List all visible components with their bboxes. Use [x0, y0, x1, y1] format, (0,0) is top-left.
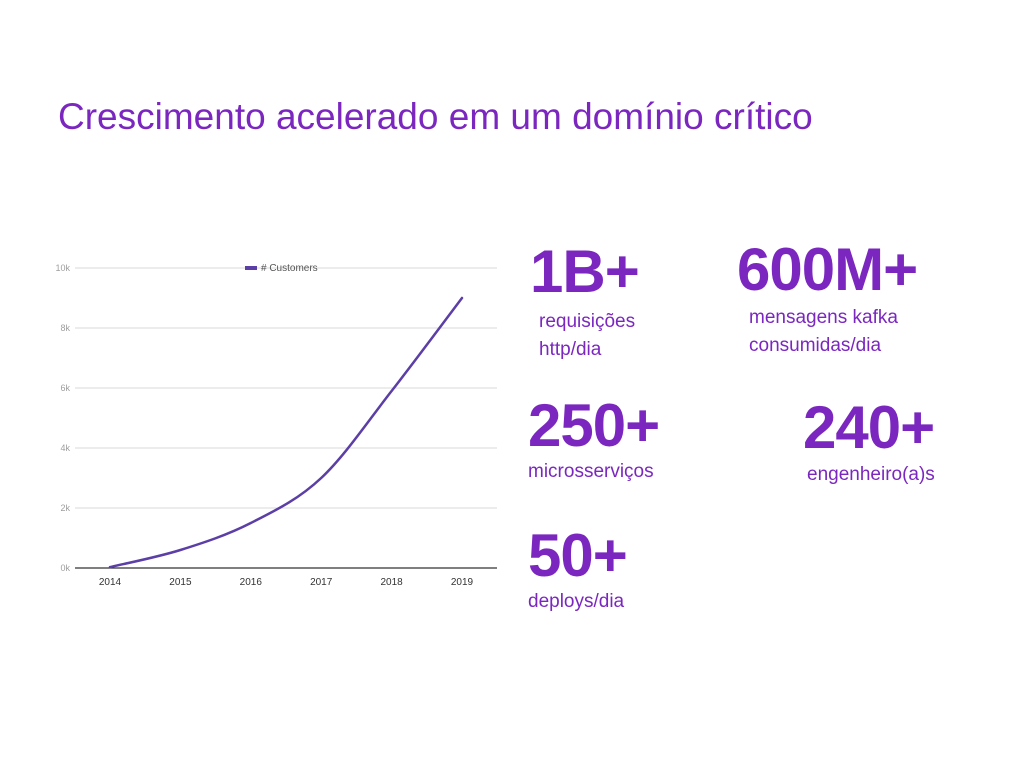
stat-deploys-value: 50+: [528, 522, 628, 589]
y-tick-label: 8k: [60, 323, 70, 333]
stat-engineers: 240+ engenheiro(a)s: [803, 398, 935, 489]
stat-kafka-messages-value: 600M+: [737, 236, 918, 303]
stat-deploys: 50+ deploys/dia: [528, 522, 628, 616]
y-tick-label: 2k: [60, 503, 70, 513]
stat-requests-value: 1B+: [530, 238, 640, 305]
y-tick-label: 4k: [60, 443, 70, 453]
stat-kafka-messages: 600M+ mensagens kafka consumidas/dia: [737, 236, 918, 360]
stat-microservices-value: 250+: [528, 392, 660, 459]
y-tick-label: 0k: [60, 563, 70, 573]
legend-swatch: [245, 266, 257, 270]
x-tick-label: 2017: [310, 577, 333, 588]
x-tick-label: 2018: [380, 577, 403, 588]
legend-label: # Customers: [261, 263, 318, 274]
stat-kafka-messages-description: mensagens kafka consumidas/dia: [749, 307, 898, 356]
y-tick-label: 6k: [60, 383, 70, 393]
x-tick-label: 2015: [169, 577, 192, 588]
stat-microservices: 250+ microsserviços: [528, 392, 660, 486]
chart-svg: 0k 2k 4k 6k 8k 10k 2014 2015 2016 2017 2018 2019 # C…: [55, 263, 497, 588]
stat-deploys-description: deploys/dia: [528, 591, 625, 612]
customers-line-chart: 0k 2k 4k 6k 8k 10k 2014 2015 2016 2017 2018 2019 # C…: [40, 250, 510, 600]
x-tick-label: 2016: [240, 577, 263, 588]
stat-engineers-description: engenheiro(a)s: [807, 464, 935, 485]
stat-requests: 1B+ requisições http/dia: [530, 238, 640, 364]
x-tick-label: 2019: [451, 577, 474, 588]
stat-microservices-description: microsserviços: [528, 461, 654, 482]
stat-requests-description: requisições http/dia: [539, 311, 636, 360]
y-tick-label: 10k: [55, 263, 70, 273]
series-line: [108, 296, 464, 569]
x-tick-label: 2014: [99, 577, 122, 588]
slide-title: Crescimento acelerado em um domínio crít…: [58, 96, 813, 137]
stat-engineers-value: 240+: [803, 394, 935, 461]
